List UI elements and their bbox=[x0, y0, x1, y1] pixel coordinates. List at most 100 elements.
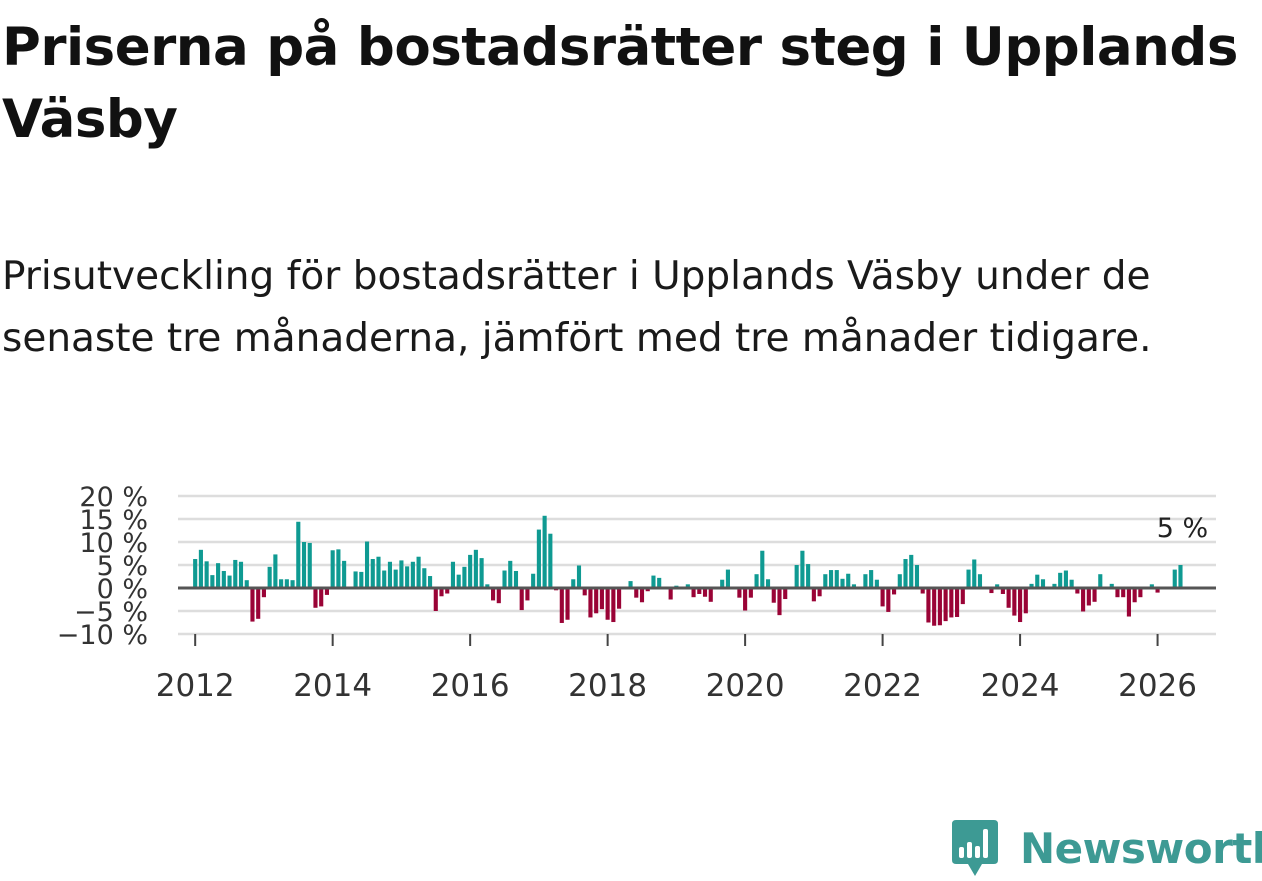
bar bbox=[880, 588, 885, 607]
bar bbox=[427, 576, 433, 588]
bar bbox=[433, 588, 438, 611]
bar bbox=[765, 579, 771, 588]
bar bbox=[416, 556, 421, 588]
bar bbox=[823, 574, 828, 588]
bar bbox=[874, 579, 879, 588]
bar bbox=[949, 588, 954, 618]
x-tick-label: 2026 bbox=[1118, 668, 1197, 700]
bar bbox=[1029, 583, 1034, 588]
bar bbox=[531, 573, 536, 588]
x-tick-label: 2018 bbox=[568, 668, 647, 700]
bar bbox=[617, 588, 622, 609]
bar bbox=[399, 560, 404, 588]
bar bbox=[405, 566, 410, 588]
bar bbox=[393, 569, 398, 588]
bar bbox=[273, 554, 278, 588]
bar bbox=[1092, 588, 1097, 602]
bar bbox=[250, 588, 255, 622]
bar bbox=[897, 574, 902, 588]
bar bbox=[777, 588, 782, 616]
bar bbox=[1172, 569, 1177, 588]
bar bbox=[1012, 588, 1017, 616]
bar bbox=[261, 588, 266, 598]
bar bbox=[685, 584, 690, 588]
bar bbox=[977, 574, 983, 588]
bar bbox=[1006, 588, 1011, 608]
bar bbox=[960, 588, 965, 605]
bar bbox=[571, 579, 576, 588]
y-tick-label: 10 % bbox=[79, 528, 148, 559]
y-tick-label: 15 % bbox=[79, 505, 148, 536]
y-axis-ticks: −10 %−5 %0 %5 %10 %15 %20 % bbox=[57, 482, 148, 651]
bar bbox=[536, 529, 541, 588]
bar bbox=[972, 559, 977, 588]
bar bbox=[244, 580, 249, 588]
bar bbox=[920, 588, 925, 594]
bar bbox=[605, 588, 610, 620]
bar bbox=[353, 571, 358, 588]
bar bbox=[828, 570, 834, 588]
bar bbox=[691, 588, 696, 598]
bar bbox=[1023, 588, 1028, 614]
bar bbox=[382, 570, 387, 588]
bar bbox=[1126, 588, 1131, 617]
last-value-label: 5 % bbox=[1157, 513, 1208, 544]
bar bbox=[966, 569, 971, 588]
bar bbox=[445, 588, 450, 594]
bar bbox=[313, 588, 318, 608]
bars bbox=[193, 515, 1183, 626]
bar bbox=[330, 550, 335, 588]
bar bbox=[496, 588, 501, 604]
bar bbox=[342, 560, 347, 588]
bar bbox=[216, 563, 221, 588]
bar bbox=[210, 575, 215, 588]
y-tick-label: 20 % bbox=[79, 482, 148, 513]
bar bbox=[508, 560, 513, 588]
bar bbox=[473, 549, 478, 588]
bar bbox=[909, 554, 914, 588]
bar bbox=[1138, 588, 1143, 598]
bar bbox=[771, 588, 776, 603]
bar bbox=[410, 561, 415, 588]
bar bbox=[307, 542, 312, 588]
bar bbox=[525, 588, 530, 601]
bar bbox=[754, 574, 759, 588]
bar bbox=[376, 556, 381, 588]
price-change-chart: −10 %−5 %0 %5 %10 %15 %20 % 2012 2014 2016… bbox=[57, 482, 1216, 700]
bar bbox=[456, 574, 461, 588]
bar bbox=[1155, 588, 1160, 593]
bar bbox=[794, 565, 799, 588]
bar bbox=[1098, 574, 1103, 588]
bar bbox=[542, 515, 547, 588]
bar bbox=[1018, 588, 1023, 623]
bar bbox=[1149, 584, 1154, 588]
bar bbox=[588, 588, 593, 618]
bar bbox=[576, 565, 582, 588]
bar bbox=[737, 588, 742, 598]
bar bbox=[227, 575, 232, 588]
bar bbox=[387, 561, 393, 588]
page-subtitle: Prisutveckling för bostadsrätter i Uppla… bbox=[2, 254, 1152, 361]
bar bbox=[760, 550, 765, 588]
bar bbox=[204, 561, 209, 588]
bar bbox=[594, 588, 599, 614]
bar bbox=[502, 570, 507, 588]
bar bbox=[336, 549, 341, 588]
bar bbox=[748, 588, 753, 598]
bar bbox=[513, 570, 519, 588]
bar bbox=[903, 559, 908, 588]
bar bbox=[1121, 588, 1126, 598]
bar bbox=[233, 559, 238, 588]
bar bbox=[720, 579, 725, 588]
bar bbox=[702, 588, 708, 597]
bar bbox=[559, 588, 564, 623]
bar bbox=[611, 588, 616, 623]
x-tick-label: 2020 bbox=[706, 668, 785, 700]
x-tick-label: 2012 bbox=[156, 668, 235, 700]
page-title: Priserna på bostadsrätter steg i Uppland… bbox=[2, 17, 1238, 150]
brand-logo: Newsworthy bbox=[950, 815, 1262, 881]
bar bbox=[450, 561, 456, 588]
bar bbox=[840, 578, 845, 588]
bar bbox=[926, 588, 931, 623]
bar bbox=[1075, 588, 1080, 594]
